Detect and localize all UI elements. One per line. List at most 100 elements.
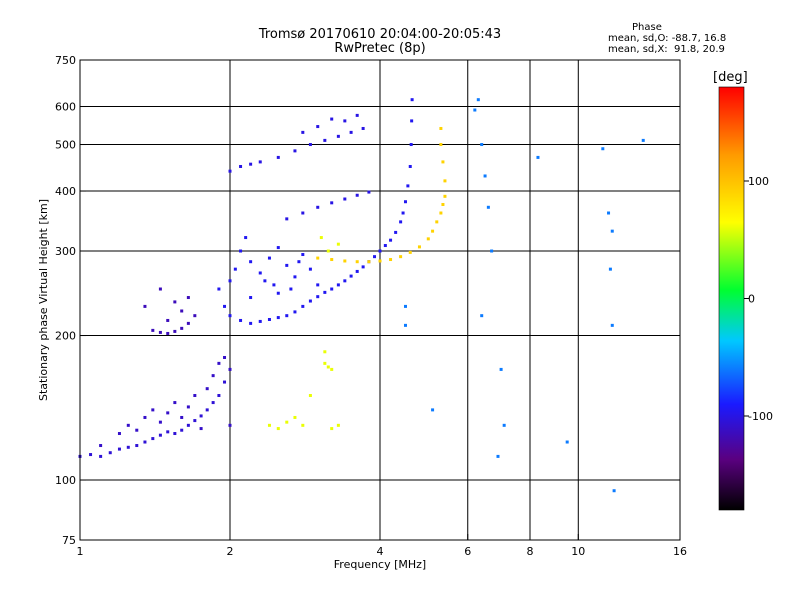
data-point <box>223 304 227 308</box>
data-point <box>486 205 490 209</box>
y-tick-label: 75 <box>62 534 76 547</box>
data-point <box>89 453 93 457</box>
data-point <box>143 304 147 308</box>
data-point <box>439 143 443 147</box>
data-point <box>166 331 170 335</box>
data-point <box>326 365 330 369</box>
data-point <box>336 134 340 138</box>
data-point <box>316 256 320 260</box>
data-point <box>228 169 232 173</box>
phase-title: Phase <box>632 22 662 33</box>
data-point <box>443 194 447 198</box>
data-point <box>239 318 243 322</box>
colorbar-tick-label: 100 <box>748 175 769 188</box>
data-point <box>408 164 412 168</box>
data-point <box>355 193 359 197</box>
data-point <box>258 160 262 164</box>
data-point <box>610 229 614 233</box>
data-point <box>285 314 289 318</box>
data-point <box>228 314 232 318</box>
data-point <box>180 415 184 419</box>
data-point <box>249 260 253 264</box>
data-point <box>323 350 327 354</box>
data-point <box>367 190 371 194</box>
data-point <box>233 267 237 271</box>
data-point <box>431 229 435 233</box>
colorbar-ticks: 100 0 -100 <box>744 175 773 423</box>
data-point <box>173 329 177 333</box>
data-point <box>151 437 155 441</box>
data-point <box>403 200 407 204</box>
data-point <box>249 296 253 300</box>
data-point <box>211 374 215 378</box>
data-point <box>439 126 443 130</box>
data-point <box>193 394 197 398</box>
series-group <box>143 287 197 335</box>
data-point <box>330 427 334 431</box>
data-point <box>373 255 377 259</box>
series-group <box>316 126 447 264</box>
x-tick-label: 8 <box>527 545 534 558</box>
data-point <box>211 401 215 405</box>
data-point <box>323 361 327 365</box>
data-point <box>228 423 232 427</box>
data-point <box>480 143 484 147</box>
data-point <box>158 420 162 424</box>
data-point <box>166 411 170 415</box>
data-point <box>166 430 170 434</box>
data-point <box>301 304 305 308</box>
data-point <box>499 367 503 371</box>
series-group <box>223 98 414 325</box>
data-point <box>355 260 359 264</box>
data-point <box>223 355 227 359</box>
data-point <box>267 256 271 260</box>
x-tick-label: 2 <box>227 545 234 558</box>
data-point <box>151 408 155 412</box>
data-point <box>389 238 393 242</box>
data-point <box>297 260 301 264</box>
y-tick-label: 750 <box>55 54 76 67</box>
x-tick-label: 6 <box>464 545 471 558</box>
colorbar <box>718 86 745 511</box>
data-point <box>173 432 177 436</box>
data-point <box>276 427 280 431</box>
data-point <box>316 205 320 209</box>
data-point <box>205 408 209 412</box>
data-point <box>403 304 407 308</box>
data-point <box>383 244 387 248</box>
series-group <box>78 380 227 458</box>
data-point <box>409 143 413 147</box>
data-point <box>330 117 334 121</box>
data-point <box>205 387 209 391</box>
data-point <box>272 283 276 287</box>
data-point <box>394 230 398 234</box>
data-point <box>199 427 203 431</box>
data-point <box>323 290 327 294</box>
x-tick-label: 1 <box>77 545 84 558</box>
data-point <box>502 423 506 427</box>
data-point <box>496 454 500 458</box>
data-point <box>336 242 340 246</box>
data-point <box>186 321 190 325</box>
data-point <box>401 211 405 215</box>
data-point <box>408 250 412 254</box>
data-point <box>330 201 334 205</box>
data-point <box>173 401 177 405</box>
data-point <box>193 419 197 423</box>
data-point <box>217 394 221 398</box>
data-point <box>244 236 248 240</box>
data-point <box>439 211 443 215</box>
data-point <box>330 287 334 291</box>
data-point <box>330 367 334 371</box>
data-point <box>285 217 289 221</box>
data-point <box>135 428 139 432</box>
data-point <box>239 249 243 253</box>
data-point <box>217 287 221 291</box>
data-point <box>158 433 162 437</box>
data-point <box>355 269 359 273</box>
data-point <box>276 291 280 295</box>
data-point <box>276 155 280 159</box>
data-point <box>431 408 435 412</box>
data-point <box>180 428 184 432</box>
